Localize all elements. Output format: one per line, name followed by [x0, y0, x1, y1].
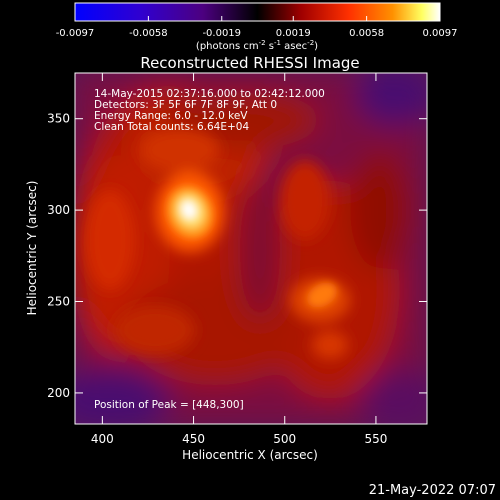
colorbar-tick-label: -0.0097 [56, 28, 95, 39]
colorbar-tick-label: -0.0058 [129, 28, 168, 39]
plot-frame [74, 72, 428, 425]
x-tick-label: 500 [273, 432, 296, 446]
x-axis-label: Heliocentric X (arcsec) [182, 448, 318, 462]
x-axis: 400 450 500 550 [91, 73, 387, 446]
observation-info: 14-May-2015 02:37:16.000 to 02:42:12.000… [94, 88, 325, 133]
colorbar-units: (photons cm-2 s-1 asec-2) [196, 39, 318, 52]
info-line: Clean Total counts: 6.64E+04 [94, 121, 249, 133]
colorbar-tick-label: 0.0019 [276, 28, 311, 39]
colorbar-gradient [74, 2, 441, 22]
solar-image [75, 73, 427, 424]
colorbar-tick-label: -0.0019 [202, 28, 241, 39]
x-tick-label: 550 [364, 432, 387, 446]
image-title: Reconstructed RHESSI Image [140, 54, 359, 72]
x-tick-label: 450 [182, 432, 205, 446]
x-tick-label: 400 [91, 432, 114, 446]
info-line: Detectors: 3F 5F 6F 7F 8F 9F, Att 0 [94, 99, 277, 111]
colorbar-tick-label: 0.0097 [423, 28, 458, 39]
peak-position-label: Position of Peak = [448,300] [94, 399, 244, 411]
y-tick-label: 350 [47, 112, 70, 126]
footer-date: 21-May-2022 07:07 [369, 483, 496, 498]
colorbar-tick-label: 0.0058 [349, 28, 384, 39]
y-tick-label: 200 [47, 386, 70, 400]
y-tick-label: 250 [47, 295, 70, 309]
colorbar: -0.0097 -0.0058 -0.0019 0.0019 0.0058 0.0097 … [56, 2, 458, 52]
y-axis: 200 250 300 350 [47, 112, 427, 400]
info-line: Energy Range: 6.0 - 12.0 keV [94, 110, 248, 122]
info-line: 14-May-2015 02:37:16.000 to 02:42:12.000 [94, 88, 325, 100]
y-tick-label: 300 [47, 203, 70, 217]
y-axis-label: Heliocentric Y (arcsec) [25, 181, 39, 316]
